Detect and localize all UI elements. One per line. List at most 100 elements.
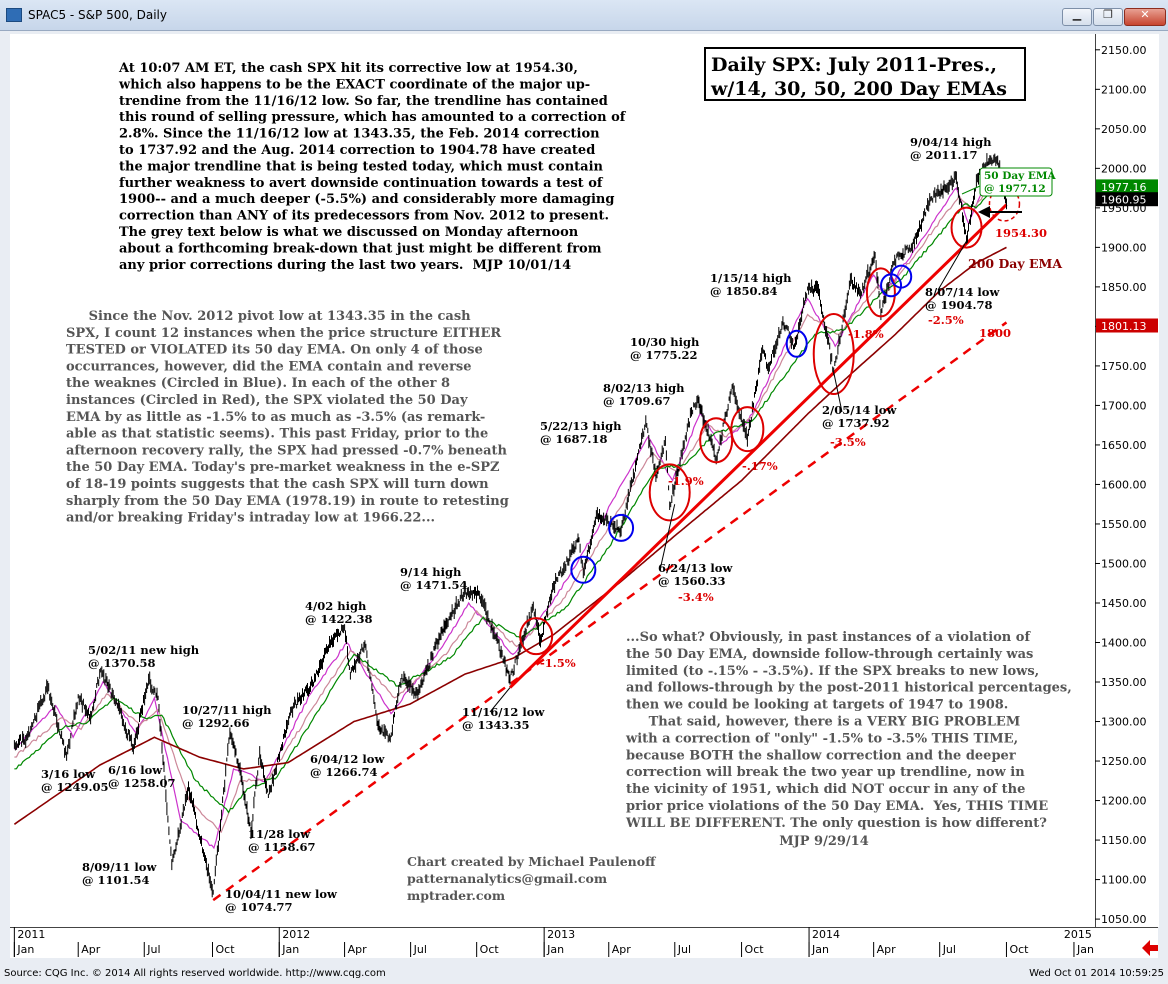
commentary-top-line: 2.8%. Since the 11/16/12 low at 1343.35,…: [119, 127, 600, 142]
annotation-label: 1/15/14 high: [710, 271, 792, 285]
close-button[interactable]: ✕: [1124, 8, 1166, 26]
annotation-label: @ 1687.18: [540, 432, 608, 446]
commentary-bottom-line: WILL BE DIFFERENT. The only question is …: [625, 816, 1047, 831]
price-marker-label: 1977.16: [1101, 181, 1147, 194]
chart-area[interactable]: [10, 34, 1095, 927]
commentary-top-line: which also happens to be the EXACT coord…: [118, 77, 590, 92]
commentary-grey-line: sharply from the 50 Day EMA (1978.19) in…: [66, 494, 509, 509]
price-marker: [1096, 192, 1158, 207]
x-tick-label: Jan: [811, 943, 829, 956]
y-tick-label: 2000.00: [1101, 162, 1147, 175]
y-tick-label: 1600.00: [1101, 478, 1147, 491]
x-tick-label: Jan: [16, 943, 34, 956]
commentary-top-line: to 1737.92 and the Aug. 2014 correction …: [119, 143, 595, 158]
commentary-top-line: trendine from the 11/16/12 low. So far, …: [119, 94, 608, 109]
restore-button[interactable]: ❐: [1093, 8, 1123, 26]
red-circle: [865, 267, 896, 318]
annotation-label: -3.4%: [678, 590, 714, 604]
y-tick-label: 1350.00: [1101, 676, 1147, 689]
commentary-bottom-line: limited (to -.15% - -3.5%). If the SPX b…: [626, 664, 1039, 679]
axis-layer: 1050.00 1100.00 1150.00 1200.00 1250.00 1300.…: [13, 44, 1158, 957]
y-tick-label: 1200.00: [1101, 795, 1147, 808]
credit-line: Chart created by Michael Paulenoff: [407, 854, 656, 869]
ema50-callout-line2: @ 1977.12: [984, 183, 1046, 195]
annotation-label: 8/09/11 low: [82, 860, 157, 874]
x-tick-label: Jan: [281, 943, 299, 956]
ema50-callout-line1: 50 Day EMA: [984, 170, 1057, 182]
annotation-label: @ 1709.67: [603, 394, 671, 408]
annotation-label: @ 1370.58: [88, 656, 156, 670]
commentary-grey-line: able as that statistic seems). This past…: [66, 427, 488, 442]
annotation-label: -.17%: [742, 459, 778, 473]
x-tick-label: Oct: [215, 943, 235, 956]
chart-title-line2: w/14, 30, 50, 200 Day EMAs: [710, 78, 1007, 100]
x-tick-label: Apr: [612, 943, 632, 956]
year-label: 2015: [1064, 928, 1092, 941]
annotation-label: @ 1258.07: [108, 776, 176, 790]
x-tick-label: Jul: [146, 943, 160, 956]
annotation-label: 10/04/11 new low: [225, 887, 338, 901]
annotation-pointer: [659, 504, 676, 571]
commentary-top-line: this round of selling pressure, which ha…: [119, 110, 627, 125]
x-tick-label: Apr: [81, 943, 101, 956]
commentary-bottom-line: the 50 Day EMA, downside follow-through …: [626, 647, 1033, 662]
annotation-label: -3.5%: [830, 435, 866, 449]
annotation-pointer: [937, 240, 967, 291]
chart-title-line1: Daily SPX: July 2011-Pres.,: [711, 54, 997, 76]
ema50-callout-box: [979, 167, 1053, 197]
commentary-bottom-line: with a correction of "only" -1.5% to -3.…: [625, 731, 1018, 746]
x-tick-label: Jan: [546, 943, 564, 956]
ema14-line: [14, 166, 1007, 850]
ema200-line: [13, 246, 1007, 825]
y-tick-label: 1500.00: [1101, 557, 1147, 570]
price-marker: [1096, 179, 1158, 194]
commentary-bottom-line: then we could be looking at targets of 1…: [626, 698, 1008, 713]
commentary-bottom-line: correction will break the two year up tr…: [626, 765, 1025, 780]
commentary-top-line: further weakness to avert downside conti…: [119, 176, 604, 191]
annotation-label: 6/04/12 low: [310, 752, 385, 766]
x-tick-label: Jan: [1076, 943, 1094, 956]
year-label: 2012: [282, 928, 310, 941]
commentary-grey-line: EMA by as little as -1.5% to as much as …: [66, 410, 485, 425]
annotation-label: @ 1266.74: [310, 765, 378, 779]
annotation-label: @ 1471.54: [400, 578, 468, 592]
annotation-label: @ 1249.05: [41, 780, 109, 794]
commentary-top-line: the major trendline that is being tested…: [119, 159, 604, 174]
x-tick-label: Oct: [1009, 943, 1029, 956]
blue-circle: [890, 264, 913, 289]
minimize-button[interactable]: ▁: [1062, 8, 1092, 26]
commentary-grey-line: afternoon recovery rally, the SPX had pr…: [66, 443, 508, 458]
annotation-label: 8/07/14 low: [925, 285, 1000, 299]
spx-chart-svg: 5/02/11 new high@ 1370.58 3/16 low@ 1249.…: [13, 44, 1158, 957]
commentary-bottom-line: ...So what? Obviously, in past instances…: [626, 630, 1031, 645]
annotation-label: @ 1904.78: [925, 298, 993, 312]
red-circle: [519, 617, 554, 656]
chart-app-icon: [6, 8, 22, 22]
annotation-label: 4/02 high: [305, 599, 367, 613]
commentary-top-line: The grey text below is what we discussed…: [119, 225, 579, 240]
annotation-label: 5/02/11 new high: [88, 643, 200, 657]
commentary-grey-line: and/or breaking Friday's intraday low at…: [66, 511, 435, 526]
window-title: SPAC5 - S&P 500, Daily: [28, 8, 167, 22]
red-circle: [648, 463, 691, 522]
commentary-bottom-line: prior price violations of the 50 Day EMA…: [626, 799, 1048, 814]
scroll-left-arrow-icon: [1142, 940, 1158, 956]
annotation-label: 10/30 high: [630, 335, 700, 349]
time-axis[interactable]: [10, 927, 1158, 958]
annotation-label: -1.5%: [540, 656, 576, 670]
y-tick-label: 1250.00: [1101, 755, 1147, 768]
red-circle: [699, 417, 734, 464]
annotation-label: 1954.30: [995, 226, 1047, 240]
price-marker-label: 1960.95: [1101, 194, 1147, 207]
x-tick-label: Jul: [942, 943, 956, 956]
annotation-label: 1800: [979, 326, 1011, 340]
annotation-label: 10/27/11 high: [182, 703, 272, 717]
price-layer: [13, 153, 1007, 898]
red-circle: [812, 313, 855, 396]
annotation-label: -1.8%: [848, 327, 884, 341]
annotation-label: 9/04/14 high: [910, 135, 992, 149]
title-bar: SPAC5 - S&P 500, Daily ▁ ❐ ✕: [0, 0, 1168, 31]
year-label: 2014: [812, 928, 840, 941]
commentary-grey-line: of 18-19 points suggests that the cash S…: [66, 477, 489, 492]
